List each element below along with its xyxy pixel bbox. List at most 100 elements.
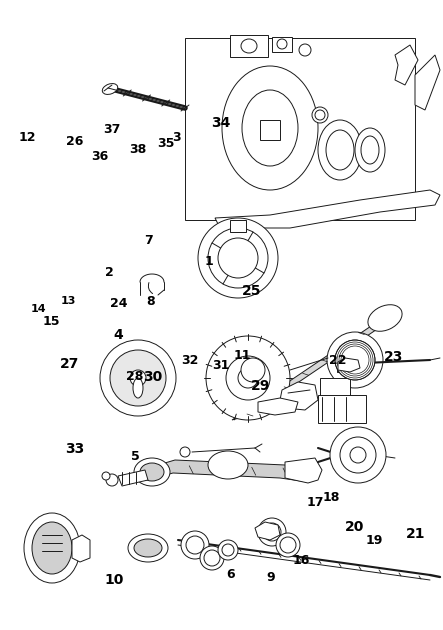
FancyBboxPatch shape [185, 38, 415, 220]
Circle shape [280, 537, 296, 553]
Polygon shape [148, 460, 310, 482]
Circle shape [312, 107, 328, 123]
Circle shape [335, 340, 375, 380]
Circle shape [315, 110, 325, 120]
Circle shape [102, 472, 110, 480]
Circle shape [258, 518, 286, 546]
Text: 26: 26 [66, 135, 83, 148]
FancyBboxPatch shape [320, 378, 350, 396]
FancyBboxPatch shape [230, 35, 268, 57]
Ellipse shape [242, 90, 298, 166]
Circle shape [330, 427, 386, 483]
Text: 23: 23 [384, 350, 403, 364]
Text: 14: 14 [31, 304, 47, 314]
Ellipse shape [277, 39, 287, 49]
Text: 28: 28 [126, 370, 144, 383]
Ellipse shape [140, 463, 164, 481]
Text: 19: 19 [365, 534, 383, 547]
Polygon shape [285, 458, 322, 483]
Circle shape [299, 44, 311, 56]
Text: 18: 18 [323, 491, 340, 504]
Circle shape [180, 447, 190, 457]
Text: 16: 16 [292, 554, 310, 567]
Text: 30: 30 [143, 370, 163, 384]
Text: 4: 4 [114, 328, 124, 342]
Ellipse shape [222, 66, 318, 190]
FancyBboxPatch shape [272, 37, 292, 52]
Bar [260, 120, 280, 140]
Text: 32: 32 [181, 354, 198, 367]
Ellipse shape [128, 534, 168, 562]
Text: 29: 29 [251, 379, 270, 392]
Ellipse shape [318, 120, 362, 180]
Text: 9: 9 [266, 571, 275, 583]
Text: 21: 21 [406, 527, 425, 541]
Polygon shape [395, 45, 418, 85]
Text: 36: 36 [91, 150, 108, 163]
Ellipse shape [241, 39, 257, 53]
Polygon shape [415, 55, 440, 110]
Text: 37: 37 [103, 123, 120, 135]
Circle shape [340, 437, 376, 473]
Text: 8: 8 [146, 295, 155, 307]
Circle shape [226, 356, 270, 400]
Text: 13: 13 [61, 296, 76, 306]
Text: 6: 6 [226, 568, 235, 581]
Circle shape [218, 238, 258, 278]
Circle shape [130, 370, 146, 386]
Polygon shape [232, 315, 398, 420]
Text: 34: 34 [211, 116, 230, 130]
Text: 11: 11 [234, 350, 252, 362]
Text: 17: 17 [307, 496, 324, 509]
Circle shape [206, 336, 290, 420]
Bar [230, 220, 246, 232]
Circle shape [241, 358, 265, 382]
Text: 12: 12 [19, 131, 36, 144]
Polygon shape [338, 358, 360, 372]
Circle shape [208, 228, 268, 288]
Ellipse shape [24, 513, 80, 583]
Circle shape [181, 531, 209, 559]
Ellipse shape [326, 130, 354, 170]
Ellipse shape [368, 305, 402, 331]
Circle shape [106, 474, 118, 486]
Polygon shape [215, 190, 440, 228]
Text: 2: 2 [105, 266, 114, 278]
Text: 10: 10 [105, 573, 124, 587]
FancyBboxPatch shape [318, 395, 366, 423]
Circle shape [263, 523, 281, 541]
Ellipse shape [133, 378, 143, 398]
Ellipse shape [355, 128, 385, 172]
Text: 35: 35 [157, 137, 175, 150]
Circle shape [218, 540, 238, 560]
Text: 38: 38 [130, 144, 147, 156]
Text: 22: 22 [329, 354, 346, 367]
Circle shape [110, 350, 166, 406]
Polygon shape [118, 470, 148, 486]
Text: 3: 3 [172, 131, 181, 144]
Text: 24: 24 [110, 297, 128, 310]
Circle shape [186, 536, 204, 554]
Polygon shape [280, 382, 318, 410]
Circle shape [222, 544, 234, 556]
Circle shape [350, 447, 366, 463]
Text: 1: 1 [205, 255, 214, 268]
Ellipse shape [134, 458, 170, 486]
Circle shape [100, 340, 176, 416]
Text: 15: 15 [42, 315, 60, 328]
Text: 31: 31 [212, 359, 229, 372]
Ellipse shape [208, 451, 248, 479]
Circle shape [238, 368, 258, 388]
Circle shape [198, 218, 278, 298]
Circle shape [327, 332, 383, 388]
Text: 33: 33 [65, 442, 84, 455]
Text: 20: 20 [345, 520, 364, 534]
Text: 7: 7 [144, 234, 153, 247]
Polygon shape [72, 535, 90, 562]
Ellipse shape [102, 84, 118, 94]
Text: 5: 5 [131, 450, 140, 462]
Text: 27: 27 [60, 357, 80, 371]
Bar [337, 364, 355, 372]
Circle shape [200, 546, 224, 570]
Polygon shape [258, 398, 298, 415]
